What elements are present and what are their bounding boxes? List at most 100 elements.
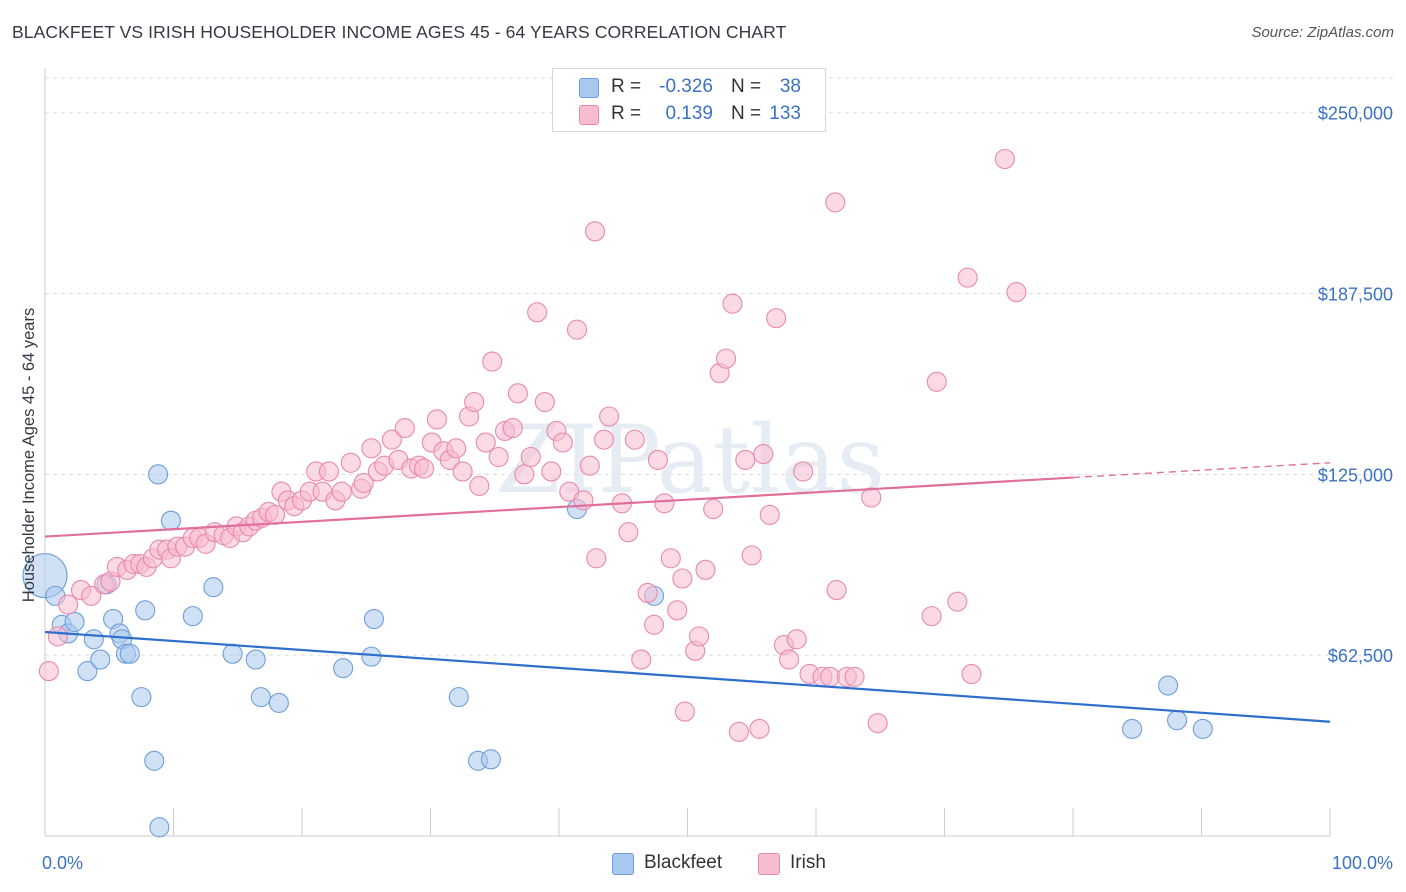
legend-swatch-blackfeet: [612, 853, 634, 875]
point-irish: [820, 666, 841, 687]
legend-r-value: -0.326: [659, 76, 713, 97]
point-irish: [654, 493, 675, 514]
point-irish: [586, 548, 607, 569]
point-irish: [361, 438, 382, 459]
point-irish: [394, 418, 415, 439]
point-irish: [520, 446, 541, 468]
point-blackfeet: [448, 687, 469, 708]
point-irish: [475, 432, 496, 453]
point-blackfeet: [77, 661, 98, 682]
chart-title: BLACKFEET VS IRISH HOUSEHOLDER INCOME AG…: [12, 22, 787, 42]
point-blackfeet: [1192, 718, 1213, 740]
point-irish: [426, 409, 447, 430]
point-irish: [660, 548, 681, 569]
point-irish: [947, 591, 968, 612]
point-irish: [689, 626, 710, 647]
legend-n-value: 133: [769, 103, 801, 124]
y-tick-label: $187,500: [1318, 285, 1393, 305]
legend-swatch-irish: [758, 853, 780, 875]
point-irish: [624, 429, 645, 450]
point-irish: [644, 614, 665, 635]
source-note: Source: ZipAtlas.com: [1251, 24, 1394, 41]
point-irish: [38, 661, 59, 682]
point-blackfeet: [119, 643, 140, 664]
trend-line-irish: [44, 476, 1074, 538]
point-blackfeet: [64, 611, 85, 632]
trend-lines: [44, 462, 1331, 723]
point-irish: [618, 522, 639, 543]
point-blackfeet: [250, 687, 271, 708]
point-irish: [647, 449, 668, 470]
point-irish: [566, 319, 588, 340]
legend-n-value: 38: [779, 76, 801, 97]
point-irish: [741, 545, 762, 566]
point-blackfeet: [149, 817, 170, 838]
point-irish: [766, 308, 787, 329]
y-tick-label: $125,000: [1318, 465, 1393, 485]
point-irish: [672, 568, 693, 589]
legend-label-blackfeet: Blackfeet: [644, 852, 723, 873]
point-blackfeet: [182, 606, 203, 627]
point-irish: [921, 606, 942, 627]
point-irish: [331, 481, 352, 502]
point-irish: [637, 582, 658, 604]
point-irish: [340, 452, 361, 473]
point-irish: [825, 192, 846, 213]
point-irish: [861, 487, 882, 508]
point-irish: [47, 626, 68, 647]
legend-r-label: R =: [611, 103, 642, 124]
point-irish: [414, 458, 435, 479]
y-axis-label: Householder Income Ages 45 - 64 years: [20, 308, 38, 602]
point-blackfeet: [160, 510, 181, 531]
point-irish: [631, 649, 652, 670]
point-blackfeet: [222, 643, 243, 664]
stats-legend: R = -0.326 N = 38 R = 0.139 N = 133: [552, 68, 826, 132]
x-tick-label-max: 100.0%: [1332, 853, 1393, 873]
point-irish: [715, 348, 737, 369]
series-blackfeet: [22, 464, 1213, 838]
legend-n-label: N =: [731, 103, 762, 124]
point-irish: [464, 391, 485, 413]
point-blackfeet: [90, 649, 111, 670]
point-irish: [722, 293, 743, 314]
point-irish: [728, 721, 749, 742]
point-blackfeet: [363, 608, 385, 630]
point-irish: [867, 713, 888, 734]
x-tick-label-min: 0.0%: [42, 853, 83, 873]
point-irish: [1006, 282, 1027, 303]
point-irish: [552, 432, 573, 453]
point-irish: [599, 406, 620, 427]
point-irish: [667, 600, 688, 621]
y-tick-label: $62,500: [1328, 646, 1393, 666]
point-irish: [786, 629, 807, 650]
point-blackfeet: [148, 464, 169, 485]
point-blackfeet: [245, 649, 266, 670]
tick-labels: $62,500 $125,000 $187,500 $250,000 0.0% 100.0…: [42, 104, 1393, 873]
point-irish: [58, 594, 79, 615]
point-irish: [926, 371, 947, 392]
legend-r-label: R =: [611, 76, 642, 97]
point-irish: [844, 666, 865, 687]
point-blackfeet: [131, 687, 152, 708]
point-irish: [527, 302, 548, 323]
y-tick-label: $250,000: [1318, 104, 1393, 124]
legend-r-value: 0.139: [665, 103, 713, 124]
point-irish: [502, 418, 523, 439]
legend-n-label: N =: [731, 76, 762, 97]
point-irish: [488, 446, 509, 468]
point-irish: [793, 461, 814, 482]
point-irish: [507, 383, 528, 404]
point-irish: [446, 438, 467, 459]
point-irish: [778, 649, 800, 670]
trend-line-blackfeet: [44, 630, 1331, 723]
point-irish: [593, 429, 615, 450]
point-blackfeet: [480, 749, 501, 770]
legend-row-irish: R = 0.139 N = 133: [553, 100, 825, 128]
legend-label-irish: Irish: [790, 852, 826, 873]
point-irish: [81, 585, 102, 606]
point-irish: [759, 504, 780, 525]
point-blackfeet: [135, 600, 156, 621]
series-irish: [38, 148, 1027, 742]
point-blackfeet: [1167, 710, 1188, 731]
